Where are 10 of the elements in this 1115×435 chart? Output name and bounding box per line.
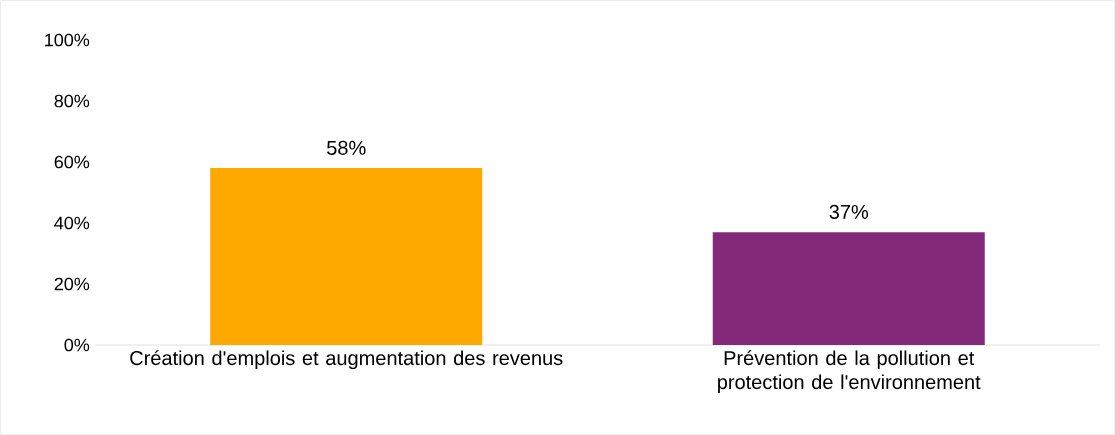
x-tick-label: Création d'emplois et augmentation des revenus <box>130 350 563 370</box>
x-tick-label: Prévention de la pollution et protection de l'environnement <box>718 350 981 394</box>
y-tick-label: 20% <box>54 277 90 291</box>
y-tick-label: 40% <box>54 216 90 230</box>
y-tick-label: 80% <box>54 94 90 108</box>
data-label: 37% <box>829 204 869 219</box>
y-tick-label: 0% <box>64 338 90 352</box>
y-tick-label: 60% <box>54 155 90 169</box>
data-label: 58% <box>327 140 366 155</box>
y-tick-label: 100% <box>45 33 90 47</box>
